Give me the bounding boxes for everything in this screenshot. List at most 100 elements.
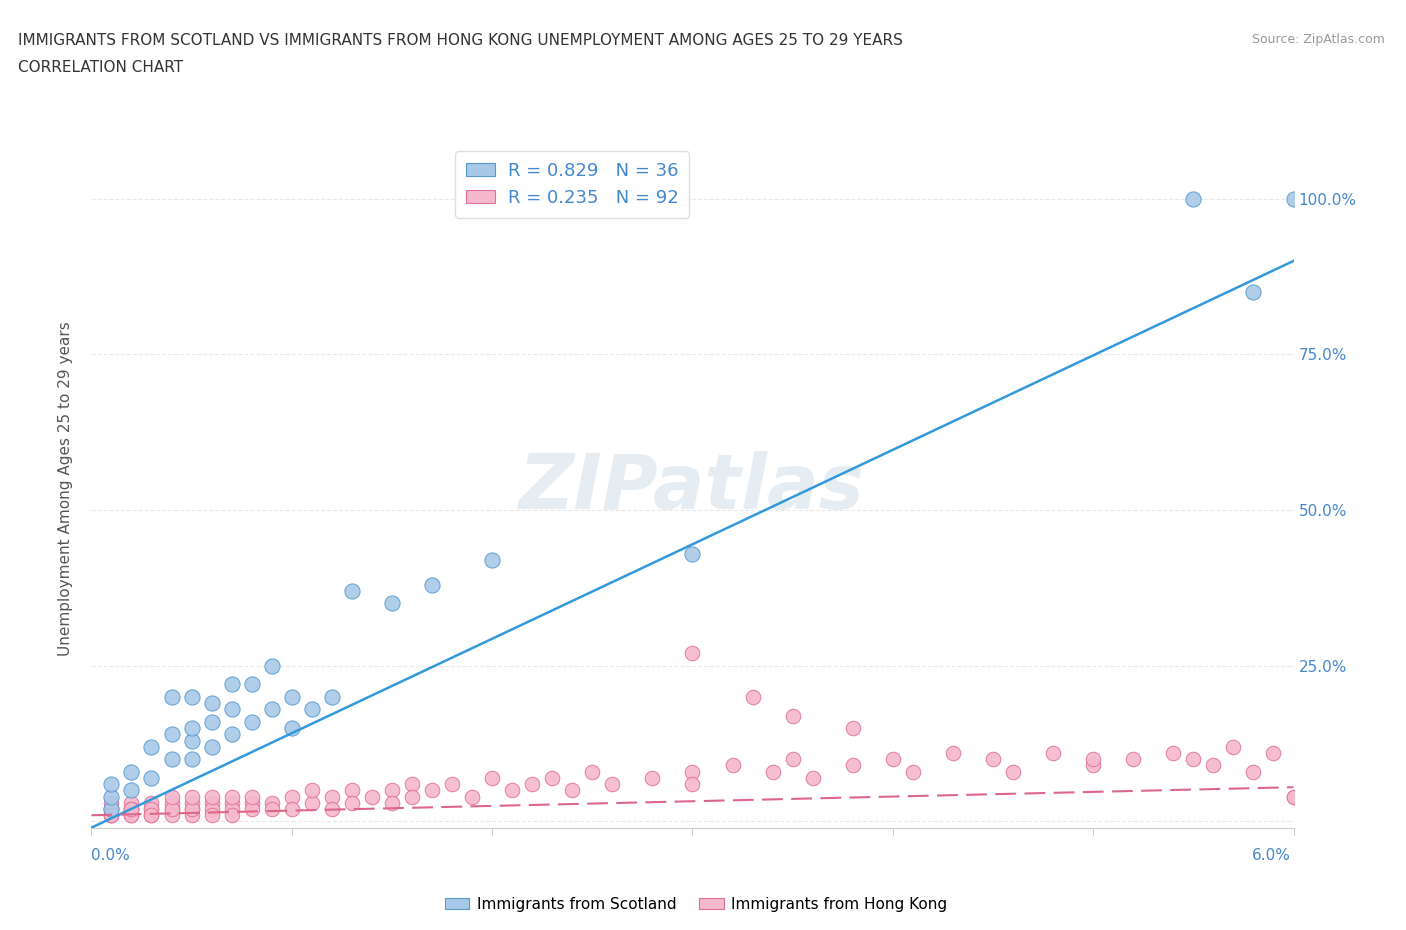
Point [240, 677, 263, 692]
Point [340, 783, 363, 798]
Point [141, 739, 163, 754]
Point [180, 795, 202, 810]
Point [401, 777, 423, 791]
Point [360, 790, 382, 804]
Point [141, 802, 163, 817]
Point [581, 764, 603, 779]
Point [481, 552, 503, 567]
Point [221, 702, 243, 717]
Text: ZIPatlas: ZIPatlas [519, 451, 866, 525]
Point [201, 802, 224, 817]
Point [340, 584, 363, 599]
Point [681, 546, 703, 561]
Point [981, 751, 1004, 766]
Point [1282, 790, 1305, 804]
Point [160, 802, 183, 817]
Point [121, 802, 143, 817]
Point [121, 764, 143, 779]
Text: 6.0%: 6.0% [1251, 848, 1291, 863]
Point [882, 751, 904, 766]
Point [841, 721, 863, 736]
Point [100, 808, 122, 823]
Point [520, 777, 543, 791]
Point [260, 702, 283, 717]
Point [100, 777, 122, 791]
Point [160, 802, 183, 817]
Point [180, 802, 202, 817]
Point [420, 578, 443, 592]
Point [160, 727, 183, 742]
Point [100, 802, 122, 817]
Legend: R = 0.829   N = 36, R = 0.235   N = 92: R = 0.829 N = 36, R = 0.235 N = 92 [456, 151, 689, 218]
Point [240, 802, 263, 817]
Point [221, 727, 243, 742]
Point [281, 689, 304, 704]
Point [260, 795, 283, 810]
Point [681, 645, 703, 660]
Point [240, 790, 263, 804]
Point [160, 795, 183, 810]
Point [141, 808, 163, 823]
Point [340, 795, 363, 810]
Point [180, 751, 202, 766]
Point [141, 802, 163, 817]
Point [782, 751, 804, 766]
Point [221, 808, 243, 823]
Point [201, 696, 224, 711]
Point [681, 777, 703, 791]
Point [401, 790, 423, 804]
Point [281, 721, 304, 736]
Point [180, 808, 202, 823]
Point [100, 808, 122, 823]
Point [1282, 790, 1305, 804]
Point [1122, 751, 1144, 766]
Point [440, 777, 463, 791]
Point [160, 790, 183, 804]
Text: 0.0%: 0.0% [91, 848, 131, 863]
Point [100, 795, 122, 810]
Point [782, 708, 804, 723]
Point [121, 795, 143, 810]
Point [100, 802, 122, 817]
Point [321, 689, 343, 704]
Point [481, 770, 503, 785]
Point [541, 770, 564, 785]
Point [381, 783, 404, 798]
Point [1182, 751, 1205, 766]
Point [201, 795, 224, 810]
Point [1083, 758, 1105, 773]
Point [741, 689, 763, 704]
Point [321, 790, 343, 804]
Point [641, 770, 664, 785]
Point [121, 808, 143, 823]
Point [801, 770, 824, 785]
Point [180, 790, 202, 804]
Point [221, 790, 243, 804]
Point [281, 790, 304, 804]
Point [141, 770, 163, 785]
Point [160, 751, 183, 766]
Point [240, 795, 263, 810]
Point [301, 702, 323, 717]
Point [301, 783, 323, 798]
Point [281, 802, 304, 817]
Point [180, 802, 202, 817]
Point [201, 714, 224, 729]
Text: IMMIGRANTS FROM SCOTLAND VS IMMIGRANTS FROM HONG KONG UNEMPLOYMENT AMONG AGES 25: IMMIGRANTS FROM SCOTLAND VS IMMIGRANTS F… [18, 33, 903, 47]
Point [100, 808, 122, 823]
Point [121, 802, 143, 817]
Point [180, 721, 202, 736]
Text: Source: ZipAtlas.com: Source: ZipAtlas.com [1251, 33, 1385, 46]
Point [201, 808, 224, 823]
Point [1202, 758, 1225, 773]
Point [721, 758, 744, 773]
Point [240, 714, 263, 729]
Point [1282, 192, 1305, 206]
Point [1243, 285, 1265, 299]
Point [221, 802, 243, 817]
Point [381, 795, 404, 810]
Point [180, 689, 202, 704]
Point [1161, 746, 1184, 761]
Point [121, 783, 143, 798]
Point [121, 802, 143, 817]
